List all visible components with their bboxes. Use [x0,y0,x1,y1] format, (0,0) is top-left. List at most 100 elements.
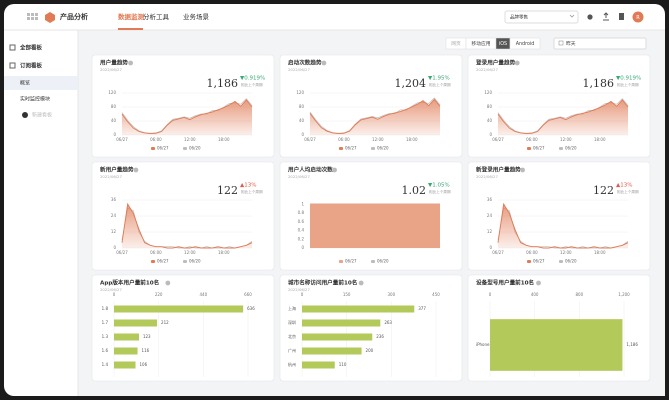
y-tick-label: 0 [113,245,116,250]
x-tick-label: 06:00 [526,137,538,142]
y-tick-label: 40 [111,118,117,123]
kpi-value: 1.02 [402,184,427,197]
value-label: 1,186 [626,342,638,347]
category-label: 深圳 [288,319,296,325]
legend-label: 06/27 [157,146,169,151]
x-tick-label: 06/27 [492,250,504,255]
board-item[interactable]: 概览 [20,80,30,87]
x-tick-label: 12:00 [560,137,572,142]
y-tick-label: 24 [111,213,117,218]
y-tick-label: 120 [108,90,116,95]
x-tick-label: 0 [489,292,492,297]
card-title: 设备型号用户量前10名 [476,279,534,287]
value-label: 212 [161,320,169,325]
y-tick-label: 0 [301,245,304,250]
kpi-compare: 相比上个周期 [241,82,263,87]
kpi-value: 1,186 [207,77,239,90]
date-select[interactable] [553,37,647,50]
value-label: 106 [140,362,148,367]
avatar[interactable] [632,11,644,23]
brand: 产品分析 [60,12,88,21]
y-tick-label: 80 [487,104,493,109]
nav-item[interactable]: 分析工具 [143,12,170,21]
notify-icon[interactable] [587,14,593,20]
legend-swatch [527,260,531,263]
kpi-change: ▼1.95% [428,76,450,82]
subscribed-boards[interactable]: 订阅看板 [20,62,43,70]
y-tick-label: 120 [484,90,492,95]
legend-label: 06/20 [377,146,389,151]
x-tick-label: 06:00 [526,250,538,255]
x-tick-label: 12:00 [560,250,572,255]
upload-icon[interactable] [603,12,609,21]
card-date: 2022/06/27 [100,174,122,179]
x-tick-label: 06/27 [116,250,128,255]
bar [302,319,381,327]
legend-swatch [151,147,155,150]
value-label: 110 [339,362,347,367]
help-icon [332,167,337,173]
legend-swatch [339,260,343,263]
legend-label: 06/27 [345,259,357,264]
card: 设备型号用户量前10名 0 400 800 1,200 iPhone 1,186 [467,274,651,382]
nav-item[interactable]: 业务场景 [183,12,210,21]
platform-tab[interactable] [509,37,541,50]
kpi-change: ▼0.919% [240,76,265,82]
line [121,99,253,135]
kpi-change: ▼1.05% [428,183,450,189]
bar [302,361,335,369]
x-tick-label: 400 [531,292,539,297]
value-label: 236 [376,334,384,339]
help-icon [514,60,520,66]
bar [490,319,623,371]
line [497,99,629,135]
card-title: 用户人均启动次数 [287,166,333,174]
x-tick-label: 18:00 [594,137,606,142]
avatar-letter: R [636,15,640,21]
kpi-compare: 相比上个周期 [429,189,451,194]
new-board[interactable]: 新建看板 [32,112,52,119]
x-tick-label: 18:00 [594,250,606,255]
kpi-compare: 相比上个周期 [429,82,451,87]
project-select[interactable] [504,10,579,24]
help-icon [358,280,364,286]
x-tick-label: 12:00 [184,137,196,142]
card-date: 2022/06/27 [288,67,310,72]
value-label: 116 [142,348,150,353]
add-icon[interactable] [22,112,28,118]
legend-label: 06/20 [189,259,201,264]
category-label: 1.7 [102,320,109,325]
y-tick-label: 12 [111,229,117,234]
card-title: 登录用户量趋势 [475,59,516,67]
kpi-change: ▼0.919% [616,76,641,82]
x-tick-label: 18:00 [406,137,418,142]
board-item[interactable]: 实时监控模块 [20,96,50,103]
y-tick-label: 80 [299,104,305,109]
x-tick-label: 660 [244,292,252,297]
bar [114,361,136,369]
card-date: 2022/06/27 [288,174,310,179]
x-tick-label: 150 [343,292,351,297]
bar [114,347,138,355]
bar [114,305,244,313]
legend-swatch [183,147,187,150]
x-tick-label: 12:00 [372,137,384,142]
kpi-compare: 相比上个周期 [617,189,639,194]
all-boards[interactable]: 全部看板 [19,44,43,52]
legend-swatch [559,147,563,150]
kpi-value: 1,204 [395,77,427,90]
card-title: 启动次数趋势 [288,59,322,67]
date-range: 昨天 [566,40,576,47]
value-label: 636 [247,306,255,311]
y-tick-label: 40 [299,118,305,123]
line [497,202,629,249]
chevron [569,14,575,18]
nav-item[interactable]: 数据监测 [118,12,145,21]
legend-label: 06/27 [157,259,169,264]
y-tick-label: 0.6 [298,219,305,224]
doc-icon[interactable] [619,13,624,20]
value-label: 263 [384,320,392,325]
